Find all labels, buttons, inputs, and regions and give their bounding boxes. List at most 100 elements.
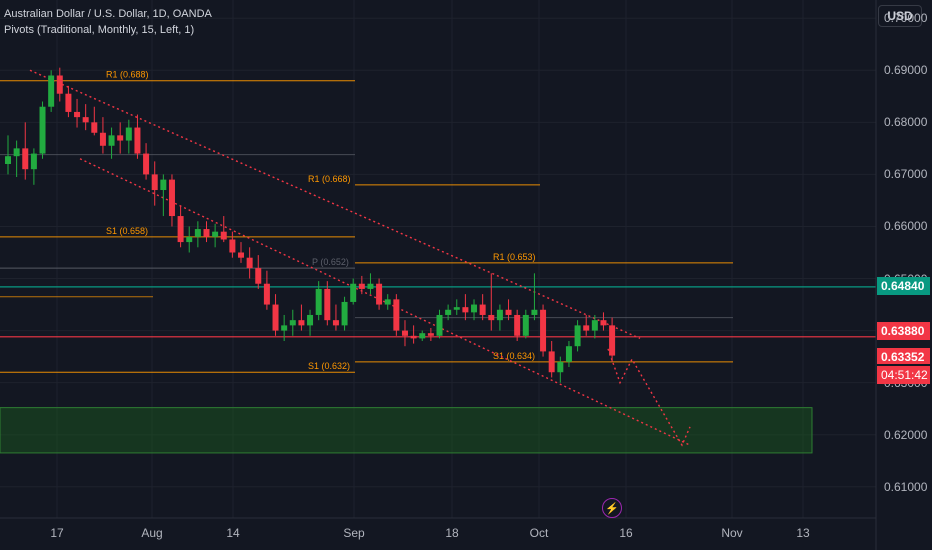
candle-body	[263, 283, 270, 305]
candle-body	[436, 314, 443, 336]
candle-body	[488, 314, 495, 321]
candle-body	[194, 229, 201, 237]
candle-body	[574, 325, 581, 347]
candle-body	[376, 283, 383, 305]
candle-body	[160, 179, 167, 191]
candle-body	[350, 283, 357, 302]
candle-body	[427, 333, 434, 336]
price-tick-label: 0.69000	[884, 63, 928, 78]
candle-body	[332, 320, 339, 326]
time-tick-label: Oct	[529, 526, 549, 540]
trendline-upper	[29, 69, 641, 340]
candle-body	[220, 231, 227, 240]
candle-body	[229, 239, 236, 253]
candle-body	[91, 122, 98, 133]
candle-body	[479, 304, 486, 315]
pivot-levels: R1 (0.688) R1 (0.668) S1 (0.658) P (0.652) R…	[0, 70, 733, 373]
green-level-tag: 0.64840	[877, 277, 930, 295]
time-tick-label: 16	[619, 526, 633, 540]
pivot-label: P (0.652)	[312, 257, 349, 267]
candle-body	[151, 174, 158, 191]
candle-body	[600, 320, 607, 326]
candle-body	[419, 333, 426, 339]
countdown-tag: 04:51:42	[877, 366, 930, 384]
price-tick-label: 0.67000	[884, 167, 928, 182]
candle-body	[540, 309, 547, 352]
candle-body	[134, 127, 141, 154]
candle-body	[367, 283, 374, 289]
symbol-title[interactable]: Australian Dollar / U.S. Dollar, 1D, OAN…	[4, 8, 212, 20]
candle-body	[522, 314, 529, 336]
candle-body	[289, 320, 296, 326]
candle-body	[30, 153, 37, 170]
candle-body	[505, 309, 512, 315]
candle-body	[307, 314, 314, 326]
candle-body	[358, 283, 365, 289]
candle-body	[168, 179, 175, 217]
pivot-label: S1 (0.634)	[493, 351, 535, 361]
pivot-label: R1 (0.653)	[493, 252, 536, 262]
candle-body	[203, 229, 210, 237]
candle-body	[462, 307, 469, 313]
indicator-label[interactable]: Pivots (Traditional, Monthly, 15, Left, …	[4, 24, 195, 36]
time-tick-label: 14	[226, 526, 240, 540]
pivot-label: S1 (0.658)	[106, 226, 148, 236]
price-tick-label: 0.61000	[884, 479, 928, 494]
last-price-tag: 0.63352	[877, 348, 930, 364]
candlesticks	[5, 67, 616, 383]
candle-body	[298, 320, 305, 326]
candle-body	[117, 135, 124, 141]
candle-body	[514, 314, 521, 336]
price-tick-label: 0.70000	[884, 11, 928, 26]
candle-body	[471, 304, 478, 313]
candle-body	[22, 148, 29, 170]
price-tick-label: 0.66000	[884, 219, 928, 234]
candle-body	[177, 216, 184, 243]
candle-body	[238, 252, 245, 258]
candle-body	[410, 335, 417, 339]
candle-body	[583, 325, 590, 331]
candle-body	[143, 153, 150, 175]
pivot-label: R1 (0.688)	[106, 70, 149, 80]
horizontal-levels	[0, 286, 876, 338]
support-zone	[0, 407, 813, 454]
candle-body	[74, 111, 81, 118]
time-tick-label: 18	[445, 526, 459, 540]
candle-body	[324, 288, 331, 321]
pivot-label: S1 (0.632)	[308, 361, 350, 371]
candle-body	[557, 361, 564, 373]
candle-body	[401, 330, 408, 336]
currency-button[interactable]: USD	[878, 5, 922, 27]
candle-body	[445, 309, 452, 315]
candle-body	[39, 106, 46, 154]
candle-body	[56, 75, 63, 94]
candle-body	[125, 127, 132, 141]
price-tick-label: 0.68000	[884, 115, 928, 130]
candle-body	[393, 299, 400, 331]
time-tick-label: Nov	[721, 526, 743, 540]
candle-body	[255, 268, 262, 284]
candle-body	[13, 148, 20, 157]
candle-body	[531, 309, 538, 315]
pivot-label: R1 (0.668)	[308, 174, 351, 184]
candle-body	[108, 135, 115, 146]
candle-body	[272, 304, 279, 331]
time-tick-label: 13	[796, 526, 810, 540]
candle-body	[212, 231, 219, 237]
candle-body	[186, 236, 193, 243]
time-tick-label: Aug	[141, 526, 163, 540]
candle-body	[384, 299, 391, 305]
candle-body	[591, 320, 598, 331]
candle-body	[246, 257, 253, 269]
price-tick-label: 0.62000	[884, 427, 928, 442]
candle-body	[453, 307, 460, 310]
candle-body	[82, 117, 89, 123]
candle-body	[548, 351, 555, 373]
candle-body	[609, 325, 616, 356]
candle-body	[281, 325, 288, 331]
candle-body	[99, 132, 106, 146]
candle-body	[65, 93, 72, 112]
lightning-icon[interactable]: ⚡	[602, 498, 622, 518]
candle-body	[5, 156, 11, 164]
